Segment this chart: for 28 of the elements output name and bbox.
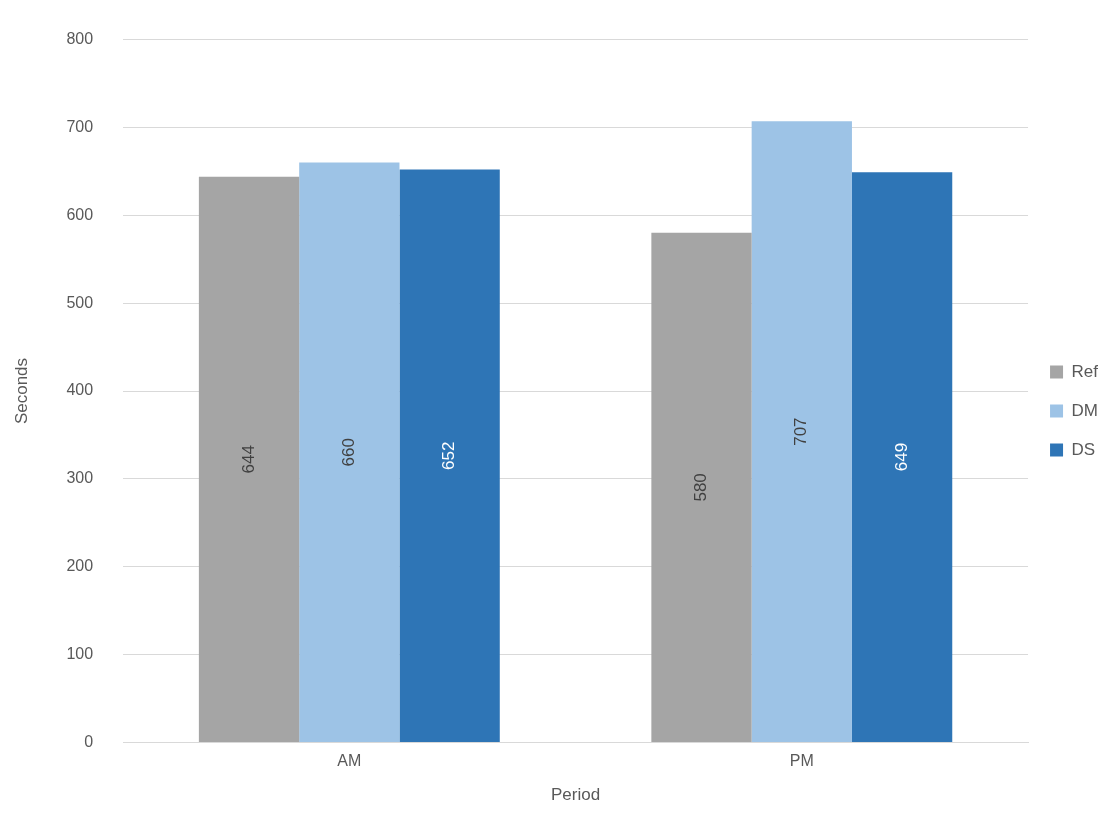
y-tick-label: 700 [66,117,94,135]
data-label: 707 [791,417,811,446]
bar [751,121,852,742]
data-label: 652 [439,441,459,470]
x-axis-title: Period [551,785,601,805]
bar [399,169,500,742]
y-tick-label: 500 [66,293,94,311]
x-tick-label: AM [337,752,362,770]
bar [198,176,300,742]
y-tick-label: 800 [66,30,94,48]
legend-label: Ref [1071,361,1099,381]
y-tick-label: 300 [66,469,94,487]
x-tick-label: PM [789,752,814,770]
y-tick-label: 600 [66,205,94,223]
legend-label: DS [1071,439,1096,459]
bar [299,162,400,742]
data-label: 644 [238,445,258,474]
y-tick-label: 400 [66,381,94,399]
data-label: 660 [339,438,359,467]
y-tick-label: 200 [66,557,94,575]
data-label: 580 [691,473,711,502]
y-axis-title: Seconds [11,357,31,425]
data-label: 649 [891,442,911,472]
bar [651,232,752,742]
legend-label: DM [1071,400,1098,420]
bar [851,172,953,742]
y-tick-label: 0 [84,732,94,750]
y-tick-label: 100 [66,644,94,662]
